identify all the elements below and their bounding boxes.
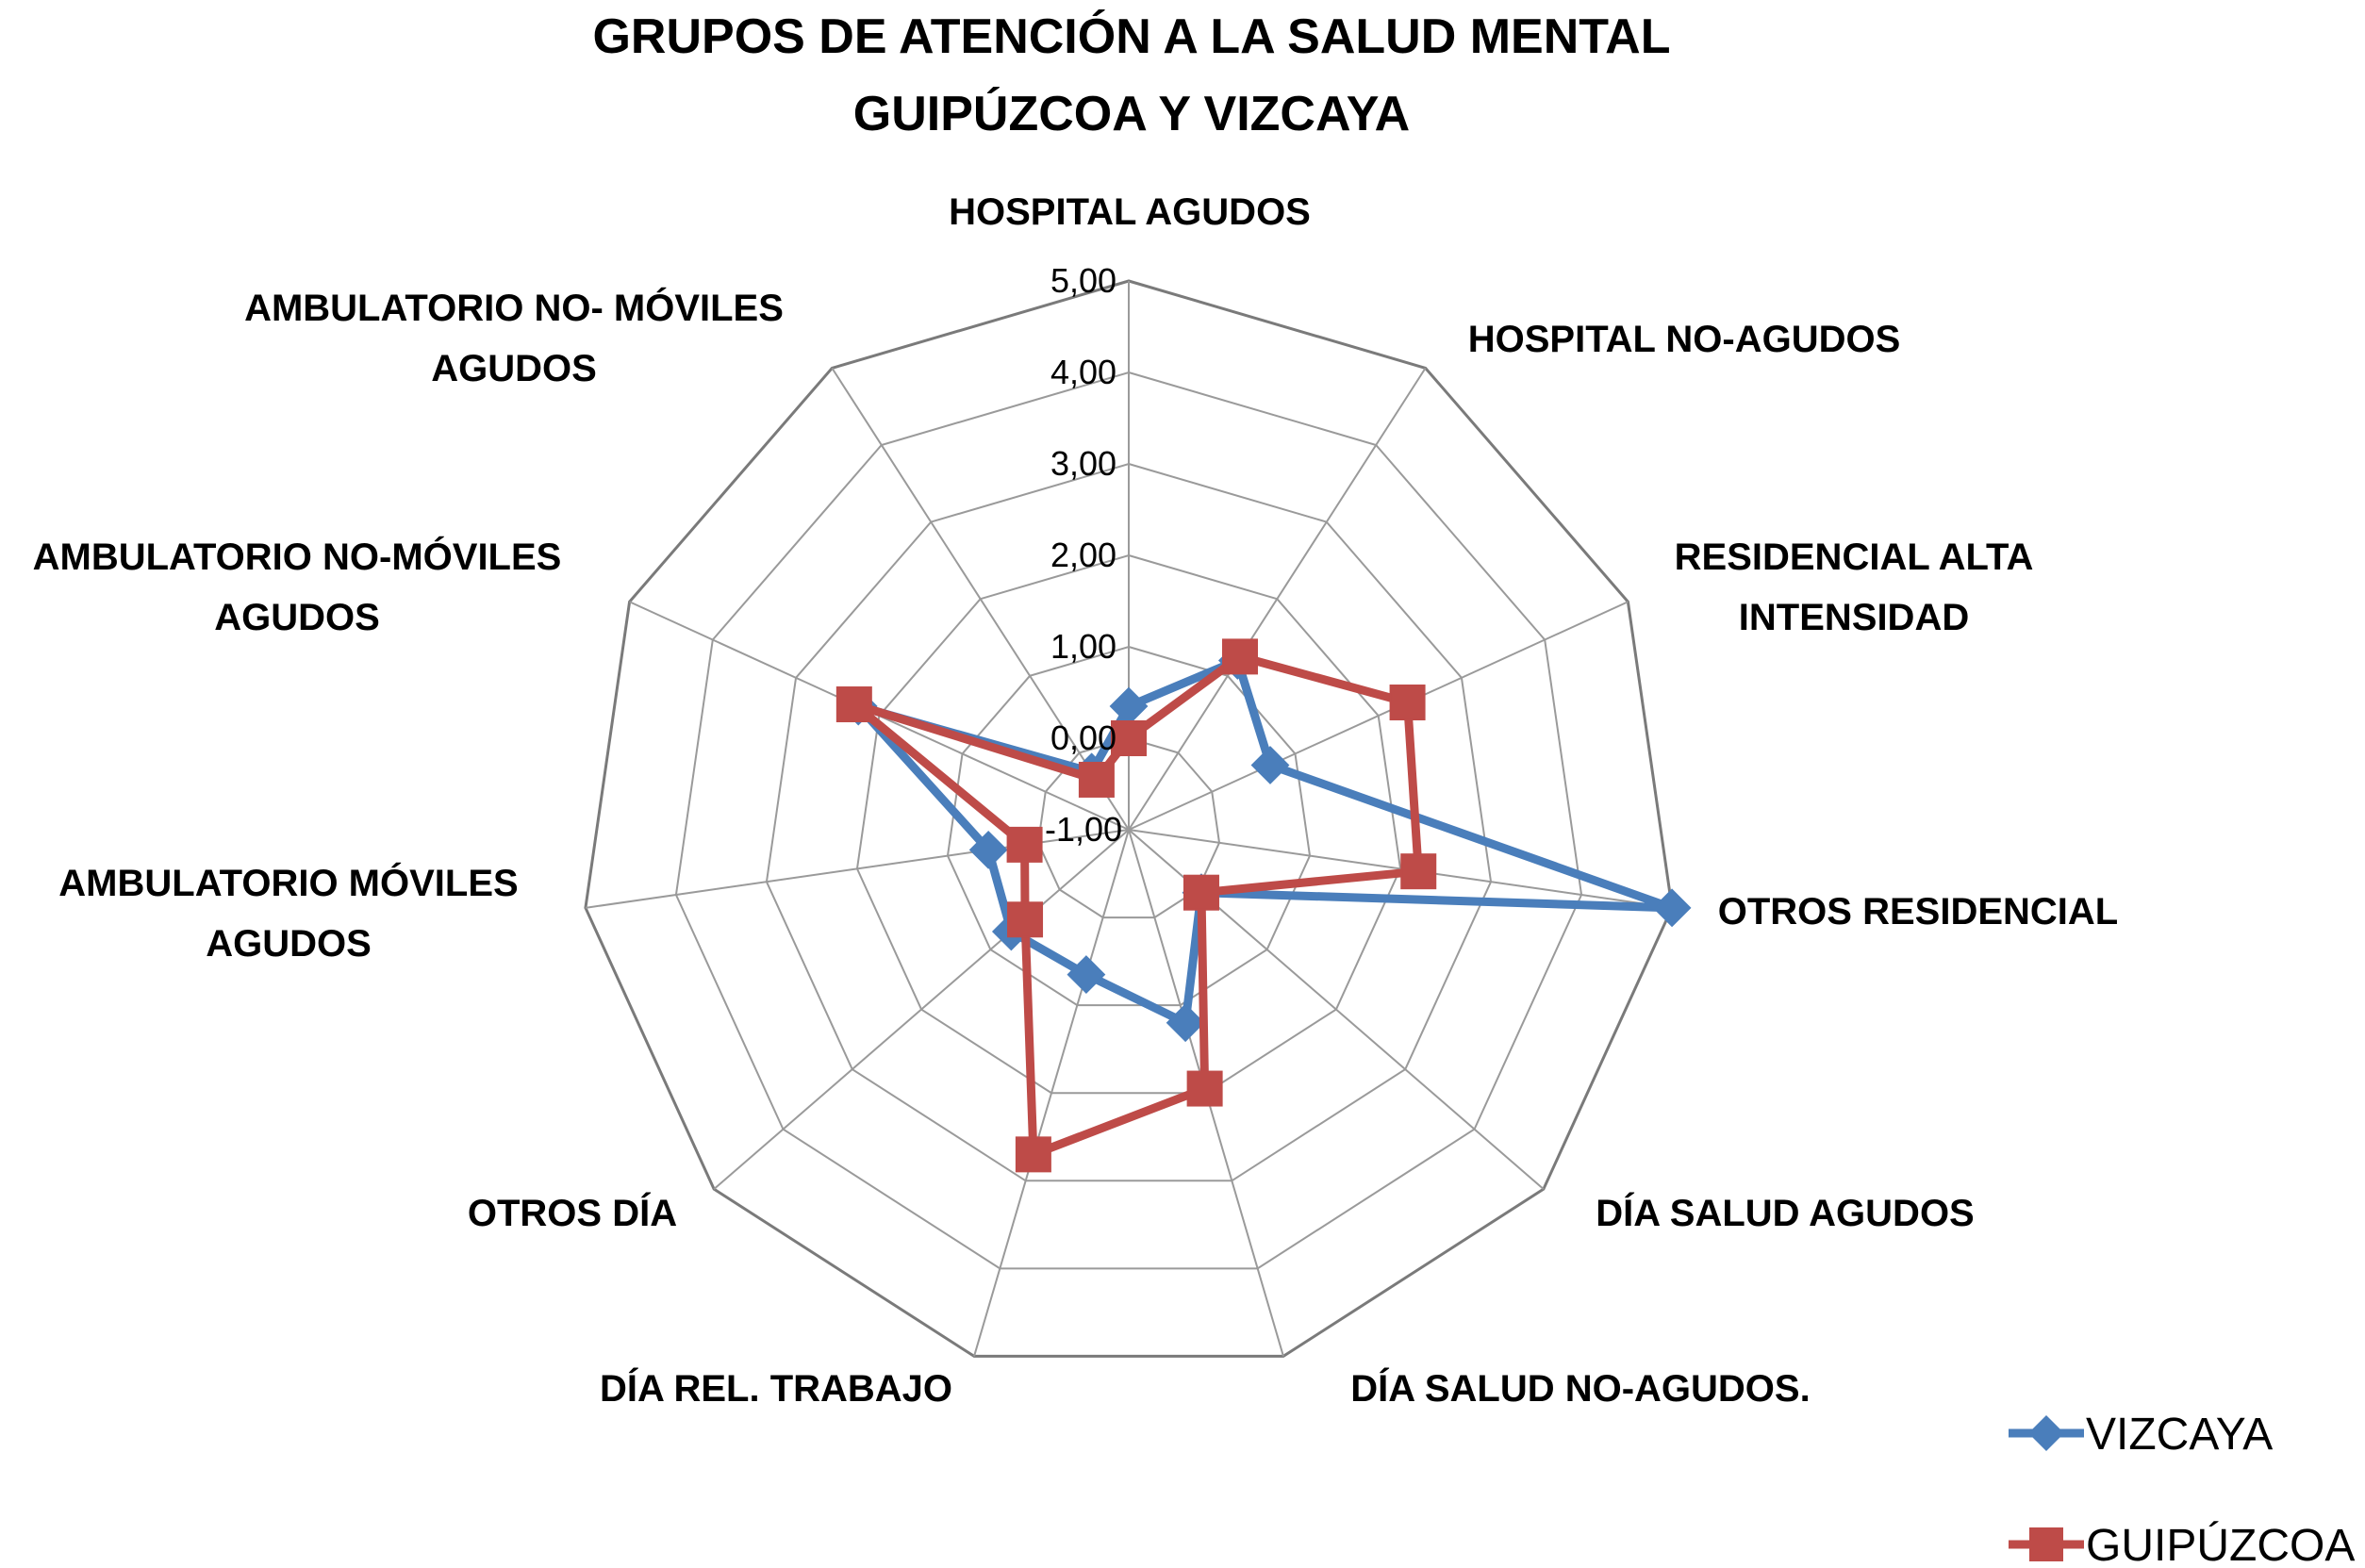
category-label: AMBULATORIO NO- MÓVILES — [244, 286, 784, 329]
grid-spoke — [831, 367, 1130, 831]
category-label: AMBULATORIO NO-MÓVILES — [33, 535, 562, 578]
grid-ring — [1036, 736, 1221, 919]
tick-label: -1,00 — [1045, 810, 1122, 849]
category-label: AGUDOS — [206, 923, 372, 965]
legend-label: GUIPÚZCOA — [2086, 1520, 2355, 1568]
chart-title-line-2: GUIPÚZCOA Y VIZCAYA — [853, 87, 1410, 141]
grid-ring — [674, 371, 1583, 1270]
legend-item-vizcaya: VIZCAYA — [2009, 1410, 2273, 1460]
category-label: RESIDENCIAL ALTA — [1675, 536, 2034, 578]
series-group — [835, 638, 1692, 1173]
data-point — [1111, 720, 1147, 756]
series-vizcaya — [838, 641, 1692, 1043]
legend-marker — [2029, 1527, 2063, 1561]
data-point — [1400, 853, 1437, 890]
category-label: INTENSIDAD — [1739, 597, 1969, 638]
grid-spoke — [1128, 601, 1629, 831]
category-label: AGUDOS — [214, 597, 380, 638]
data-point — [1015, 1136, 1051, 1173]
data-point — [1250, 746, 1290, 784]
series-guipúzcoa — [835, 638, 1437, 1173]
category-label: OTROS RESIDENCIAL — [1718, 891, 2118, 933]
radar-spokes — [585, 281, 1673, 1357]
data-point — [1007, 901, 1044, 938]
data-point — [1006, 826, 1043, 863]
grid-spoke — [1128, 829, 1673, 909]
tick-label: 3,00 — [1050, 444, 1116, 483]
data-point — [835, 686, 872, 723]
radar-grid — [584, 279, 1674, 1358]
tick-label: 2,00 — [1050, 536, 1116, 574]
grid-ring — [855, 553, 1402, 1095]
category-label: HOSPITAL NO-AGUDOS — [1468, 319, 1901, 360]
data-point — [1221, 638, 1258, 675]
legend-item-guipúzcoa: GUIPÚZCOA — [2009, 1520, 2355, 1568]
category-labels: HOSPITAL AGUDOS HOSPITAL NO-AGUDOS RESIDEN… — [33, 191, 2119, 1410]
category-label: AGUDOS — [431, 348, 597, 389]
legend: VIZCAYA GUIPÚZCOA — [2009, 1410, 2355, 1568]
tick-label: 5,00 — [1050, 261, 1116, 300]
grid-ring — [584, 279, 1674, 1358]
chart-title-line-1: GRUPOS DE ATENCIÓN A LA SALUD MENTAL — [592, 9, 1670, 64]
grid-spoke — [1128, 367, 1427, 831]
grid-ring — [765, 462, 1493, 1182]
series-line — [850, 652, 1423, 1159]
chart-title: GRUPOS DE ATENCIÓN A LA SALUD MENTAL GUI… — [592, 9, 1670, 141]
data-point — [1166, 1003, 1205, 1043]
category-label: HOSPITAL AGUDOS — [949, 191, 1311, 233]
category-label: AMBULATORIO MÓVILES — [58, 861, 518, 904]
category-label: DÍA REL. TRABAJO — [600, 1367, 952, 1410]
tick-label: 1,00 — [1050, 627, 1116, 666]
data-point — [1182, 874, 1219, 911]
data-point — [1078, 761, 1115, 798]
radial-tick-labels: -1,00 0,00 1,00 2,00 3,00 4,00 5,00 — [1045, 261, 1122, 849]
tick-label: 0,00 — [1050, 718, 1116, 757]
data-point — [1652, 888, 1692, 928]
category-label: DÍA SALUD AGUDOS — [1596, 1192, 1974, 1234]
tick-label: 4,00 — [1050, 353, 1116, 391]
legend-label: VIZCAYA — [2086, 1410, 2273, 1460]
data-point — [1186, 1070, 1223, 1107]
legend-marker — [2028, 1415, 2064, 1451]
category-label: OTROS DÍA — [468, 1192, 677, 1234]
data-point — [1067, 955, 1106, 994]
category-label: DÍA SALUD NO-AGUDOS. — [1350, 1367, 1810, 1410]
data-point — [1389, 685, 1426, 721]
data-point — [968, 830, 1008, 869]
grid-spoke — [713, 829, 1130, 1190]
grid-spoke — [973, 829, 1130, 1357]
